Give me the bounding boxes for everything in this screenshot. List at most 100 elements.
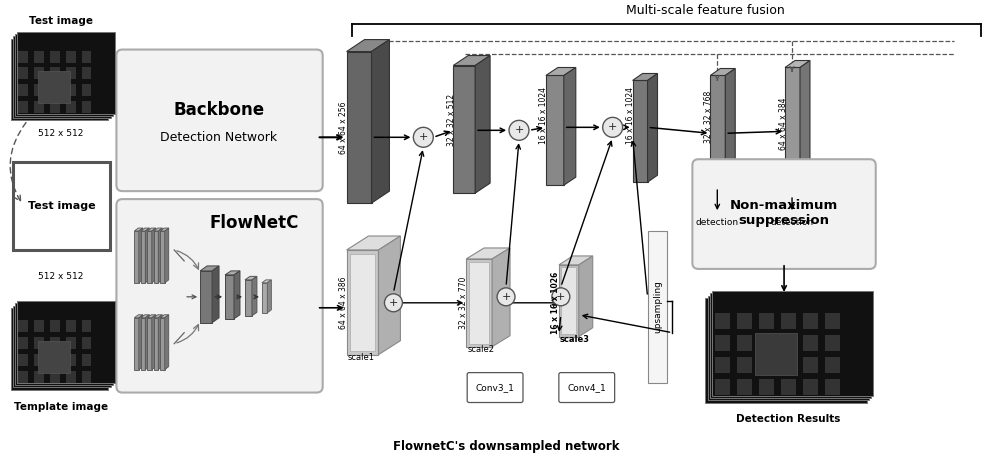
Polygon shape [347,236,400,250]
FancyBboxPatch shape [710,294,871,398]
Text: detection: detection [770,218,814,227]
Bar [18,337,28,349]
Text: upsampling: upsampling [653,280,662,333]
Text: Non-maximum
suppression: Non-maximum suppression [730,199,838,227]
Bar [82,354,91,366]
Polygon shape [154,231,158,283]
Bar [82,320,91,332]
Polygon shape [800,60,810,195]
Polygon shape [262,280,271,283]
Bar [66,354,76,366]
FancyBboxPatch shape [708,295,869,400]
Text: 32 x 32 x 768: 32 x 32 x 768 [704,91,713,143]
Polygon shape [134,231,139,283]
Bar [803,335,818,351]
Circle shape [509,120,529,140]
Circle shape [552,288,570,306]
Bar [18,101,28,114]
Bar [781,379,796,395]
Bar [18,67,28,79]
Polygon shape [147,228,156,231]
Bar [34,50,44,63]
Bar [803,357,818,372]
Text: 64 x 64 x 256: 64 x 64 x 256 [339,101,348,153]
Polygon shape [141,231,145,283]
FancyBboxPatch shape [17,32,115,114]
Polygon shape [469,262,489,343]
Text: scale2: scale2 [467,345,494,354]
Bar [50,320,60,332]
Text: Multi-scale feature fusion: Multi-scale feature fusion [626,4,785,17]
Polygon shape [158,228,162,283]
Bar [34,320,44,332]
Circle shape [413,127,433,147]
Bar [759,357,774,372]
Bar [737,335,752,351]
Polygon shape [152,315,156,370]
Polygon shape [785,67,800,195]
Bar [50,370,60,382]
Polygon shape [134,318,139,370]
Text: detection: detection [696,218,739,227]
Polygon shape [466,248,510,259]
Text: Detection Network: Detection Network [160,131,278,144]
Bar [34,85,44,96]
Polygon shape [200,271,212,323]
Polygon shape [262,283,267,313]
Bar [755,332,797,375]
Text: +: + [514,125,524,135]
Polygon shape [145,315,149,370]
Polygon shape [160,318,165,370]
Bar [50,50,60,63]
Polygon shape [561,267,576,334]
Bar [50,101,60,114]
FancyBboxPatch shape [15,34,113,116]
Bar [66,67,76,79]
Polygon shape [141,315,149,318]
Polygon shape [154,318,158,370]
Bar [18,354,28,366]
Text: 16 x 16 x 1024: 16 x 16 x 1024 [539,87,548,144]
Polygon shape [134,315,143,318]
Text: scale1: scale1 [348,353,375,362]
Bar [18,370,28,382]
Polygon shape [559,256,593,265]
Text: 64 x 64 x 384: 64 x 64 x 384 [779,97,788,150]
FancyBboxPatch shape [17,301,115,383]
Bar [781,357,796,372]
Polygon shape [466,259,492,347]
Text: Test image: Test image [29,16,93,26]
Text: +: + [501,292,511,302]
Polygon shape [225,275,234,319]
FancyBboxPatch shape [467,372,523,402]
Polygon shape [475,56,490,193]
FancyBboxPatch shape [11,308,108,390]
Polygon shape [200,266,219,271]
FancyBboxPatch shape [692,159,876,269]
FancyBboxPatch shape [705,298,867,402]
Text: +: + [419,133,428,142]
Bar [34,67,44,79]
Bar [715,357,730,372]
Bar [803,379,818,395]
Bar [825,379,840,395]
Polygon shape [633,80,648,182]
Text: +: + [556,292,566,302]
Bar [66,101,76,114]
Bar [82,101,91,114]
Bar [66,370,76,382]
Text: Backbone: Backbone [173,101,265,119]
Bar [34,370,44,382]
Bar [715,313,730,329]
Polygon shape [139,315,143,370]
Text: FlownetC's downsampled network: FlownetC's downsampled network [393,440,619,453]
Bar [82,67,91,79]
FancyBboxPatch shape [11,38,108,120]
Bar [66,320,76,332]
Bar [759,313,774,329]
Polygon shape [710,68,735,76]
Bar [759,335,774,351]
Polygon shape [564,67,576,185]
Bar [50,337,60,349]
Polygon shape [245,276,257,280]
